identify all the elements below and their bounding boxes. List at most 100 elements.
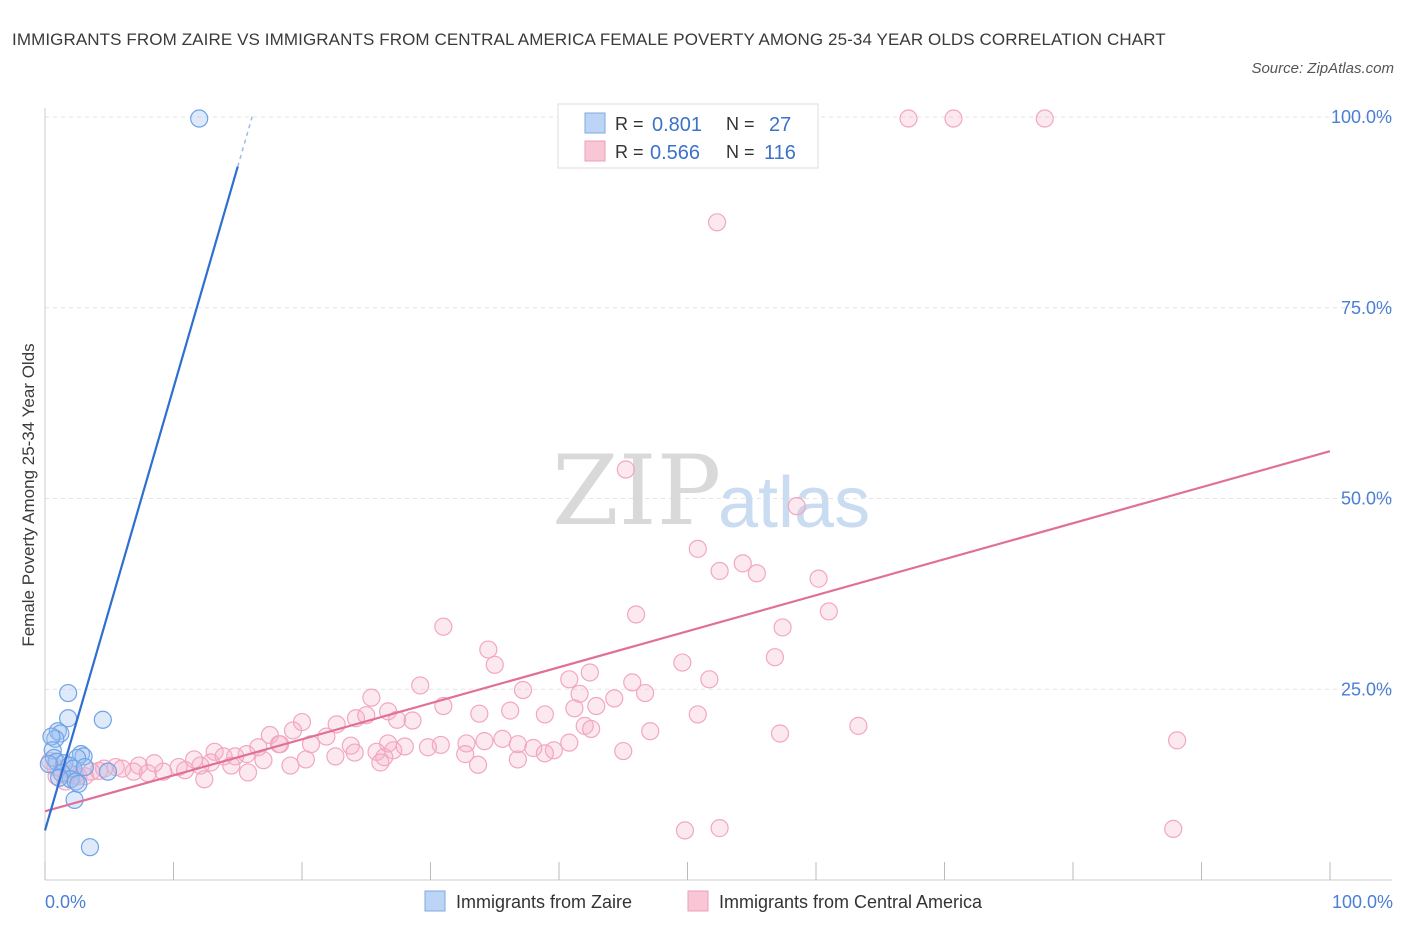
point-central-america-24 <box>560 670 579 689</box>
stats-n-value-central-america: 116 <box>764 142 796 164</box>
point-central-america-14 <box>434 617 453 636</box>
point-zaire-1 <box>59 683 78 703</box>
y-tick-label-1: 50.0% <box>1341 489 1392 509</box>
y-tick-label-3: 100.0% <box>1331 107 1392 127</box>
point-central-america-77 <box>145 754 164 773</box>
point-central-america-113 <box>675 821 695 840</box>
point-central-america-107 <box>371 753 390 772</box>
point-central-america-41 <box>387 710 407 729</box>
point-zaire-24 <box>69 774 88 793</box>
point-central-america-17 <box>673 653 692 672</box>
point-central-america-21 <box>700 670 719 689</box>
point-zaire-19 <box>98 762 118 781</box>
point-zaire-0 <box>190 109 209 128</box>
point-central-america-22 <box>411 676 430 695</box>
point-central-america-109 <box>283 721 303 740</box>
point-zaire-16 <box>39 754 58 774</box>
x-tick-label-1: 100.0% <box>1332 892 1393 912</box>
stats-r-label-zaire: R = <box>615 114 644 134</box>
point-central-america-26 <box>635 683 655 703</box>
point-central-america-105 <box>418 738 438 757</box>
point-central-america-33 <box>501 701 520 720</box>
point-central-america-19 <box>580 663 599 682</box>
legend-swatch-central-america <box>687 890 709 912</box>
watermark: ZIP atlas <box>552 435 870 547</box>
x-tick-labels: 0.0% 100.0% <box>45 892 1393 912</box>
point-central-america-114 <box>710 819 729 838</box>
point-central-america-20 <box>623 673 642 692</box>
y-tick-label-0: 25.0% <box>1341 679 1392 699</box>
point-central-america-10 <box>809 569 828 588</box>
trend-lines <box>43 112 1331 831</box>
point-zaire-26 <box>80 838 100 857</box>
legend-label-zaire: Immigrants from Zaire <box>456 892 632 912</box>
point-central-america-5 <box>787 497 806 516</box>
point-central-america-12 <box>819 602 838 621</box>
y-axis-label: Female Poverty Among 25-34 Year Olds <box>19 343 38 646</box>
point-central-america-36 <box>688 705 707 724</box>
point-central-america-49 <box>195 770 214 789</box>
point-central-america-110 <box>456 745 475 764</box>
stats-n-label-central-america: N = <box>726 142 755 162</box>
point-central-america-47 <box>849 716 868 735</box>
watermark-zip-text: ZIP <box>552 435 721 547</box>
stats-n-value-zaire: 27 <box>769 114 791 136</box>
point-central-america-3 <box>707 213 727 232</box>
point-central-america-13 <box>773 618 792 637</box>
point-central-america-106 <box>271 735 290 754</box>
point-central-america-115 <box>1164 819 1183 838</box>
point-central-america-48 <box>1167 731 1187 750</box>
point-central-america-102 <box>326 747 345 766</box>
point-central-america-62 <box>508 735 527 754</box>
point-zaire-18 <box>75 757 94 777</box>
point-central-america-23 <box>513 680 533 700</box>
grid-lines <box>45 116 1392 690</box>
point-central-america-99 <box>254 751 273 770</box>
point-central-america-61 <box>493 729 512 748</box>
point-central-america-65 <box>560 733 579 752</box>
point-zaire-7 <box>42 727 61 746</box>
point-central-america-1 <box>944 109 963 128</box>
series-legend: Immigrants from Zaire Immigrants from Ce… <box>424 890 983 912</box>
point-central-america-34 <box>535 705 554 724</box>
watermark-atlas-text: atlas <box>718 463 870 543</box>
chart-source: Source: ZipAtlas.com <box>1251 60 1394 77</box>
point-central-america-35 <box>565 699 584 718</box>
point-central-america-104 <box>378 734 398 753</box>
point-central-america-101 <box>296 750 315 769</box>
stats-r-label-central-america: R = <box>615 142 644 162</box>
point-central-america-27 <box>587 696 606 716</box>
point-central-america-79 <box>124 762 143 781</box>
point-central-america-16 <box>485 655 504 674</box>
point-central-america-6 <box>688 539 707 558</box>
point-central-america-15 <box>479 640 498 659</box>
point-zaire-23 <box>50 768 69 787</box>
point-central-america-63 <box>524 738 543 758</box>
point-central-america-111 <box>508 750 527 769</box>
trend-line-zaire <box>43 166 239 831</box>
point-central-america-0 <box>899 109 918 128</box>
x-tick-label-0: 0.0% <box>45 892 86 912</box>
point-central-america-29 <box>362 688 381 707</box>
stats-r-value-central-america: 0.566 <box>650 142 700 164</box>
stats-r-value-zaire: 0.801 <box>652 114 702 136</box>
point-central-america-9 <box>747 564 766 583</box>
point-central-america-98 <box>238 763 258 782</box>
point-central-america-57 <box>395 737 414 756</box>
point-central-america-7 <box>733 554 752 573</box>
point-central-america-103 <box>345 743 364 762</box>
chart-title: IMMIGRANTS FROM ZAIRE VS IMMIGRANTS FROM… <box>12 30 1166 49</box>
point-central-america-94 <box>138 764 157 783</box>
point-central-america-18 <box>765 648 784 667</box>
point-zaire-3 <box>93 710 112 729</box>
stats-legend: R = 0.801 N = 27 R = 0.566 N = 116 <box>557 103 819 169</box>
point-central-america-108 <box>468 755 488 774</box>
point-central-america-71 <box>205 742 224 761</box>
point-central-america-44 <box>641 722 660 741</box>
point-central-america-11 <box>626 605 646 624</box>
point-central-america-8 <box>710 561 729 581</box>
point-central-america-4 <box>616 460 635 479</box>
point-central-america-45 <box>770 724 790 743</box>
axes <box>44 108 1392 881</box>
